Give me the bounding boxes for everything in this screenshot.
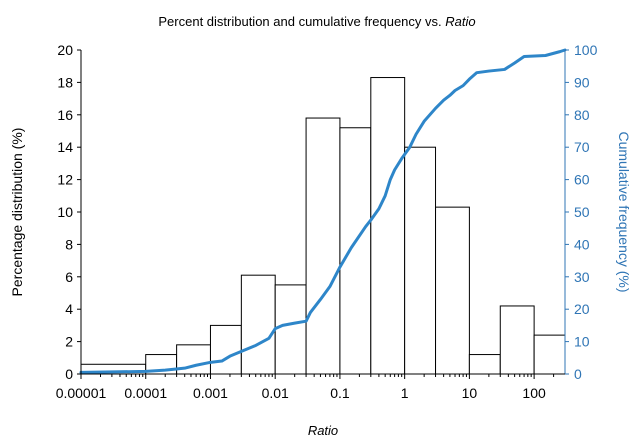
chart-title: Percent distribution and cumulative freq… [158, 14, 475, 29]
left-tick-label-2: 4 [65, 301, 73, 317]
bar-13 [533, 334, 566, 375]
left-tick-label-3: 6 [65, 269, 73, 285]
bar-8 [370, 77, 406, 375]
left-tick-label-5: 10 [57, 204, 73, 220]
bar-4 [240, 274, 276, 375]
left-tick-label-6: 12 [57, 172, 73, 188]
x-tick-label-1: 0.0001 [124, 385, 167, 401]
bar-3 [209, 324, 242, 375]
right-tick-label-8: 80 [574, 107, 590, 123]
right-tick-label-6: 60 [574, 172, 590, 188]
chart-title-main: Percent distribution and cumulative freq… [158, 14, 445, 29]
bar-12 [499, 305, 535, 375]
y-axis-label-left: Percentage distribution (%) [9, 128, 25, 297]
chart-title-emphasis: Ratio [445, 14, 475, 29]
bar-11 [468, 354, 501, 375]
right-tick-label-5: 50 [574, 204, 590, 220]
right-tick-label-10: 100 [574, 42, 598, 58]
right-axis-ticks: 0 10 20 30 40 50 60 70 80 90 100 [565, 42, 598, 382]
bar-10 [435, 206, 470, 375]
bar-5 [274, 284, 307, 375]
left-tick-label-4: 8 [65, 236, 73, 252]
cumulative-frequency-line [79, 48, 567, 374]
x-axis-ticks: 0.00001 0.0001 0.001 0.01 0.1 1 10 100 [56, 374, 555, 401]
x-tick-label-4: 0.1 [330, 385, 350, 401]
left-tick-label-7: 14 [57, 139, 73, 155]
left-tick-label-8: 16 [57, 107, 73, 123]
left-tick-label-10: 20 [57, 42, 73, 58]
x-tick-label-3: 0.01 [262, 385, 289, 401]
right-tick-label-4: 40 [574, 236, 590, 252]
right-tick-label-1: 10 [574, 334, 590, 350]
x-tick-label-7: 100 [522, 385, 546, 401]
left-tick-label-1: 2 [65, 334, 73, 350]
right-tick-label-9: 90 [574, 74, 590, 90]
x-tick-label-6: 10 [462, 385, 478, 401]
y-axis-label-right: Cumulative frequency (%) [616, 131, 632, 292]
right-tick-label-7: 70 [574, 139, 590, 155]
x-tick-label-5: 1 [401, 385, 409, 401]
right-tick-label-2: 20 [574, 301, 590, 317]
left-axis-ticks: 0 2 4 6 8 10 12 14 16 18 20 [57, 42, 81, 382]
left-tick-label-0: 0 [65, 366, 73, 382]
x-axis-label: Ratio [308, 423, 338, 438]
right-tick-label-3: 30 [574, 269, 590, 285]
left-tick-label-9: 18 [57, 74, 73, 90]
cumulative-line-layer [79, 48, 567, 374]
bar-7 [339, 127, 372, 375]
bar-6 [305, 117, 341, 375]
right-tick-label-0: 0 [574, 366, 582, 382]
x-tick-label-2: 0.001 [193, 385, 228, 401]
histogram-bars [80, 77, 566, 375]
bar-9 [404, 146, 437, 375]
x-tick-label-0: 0.00001 [56, 385, 107, 401]
